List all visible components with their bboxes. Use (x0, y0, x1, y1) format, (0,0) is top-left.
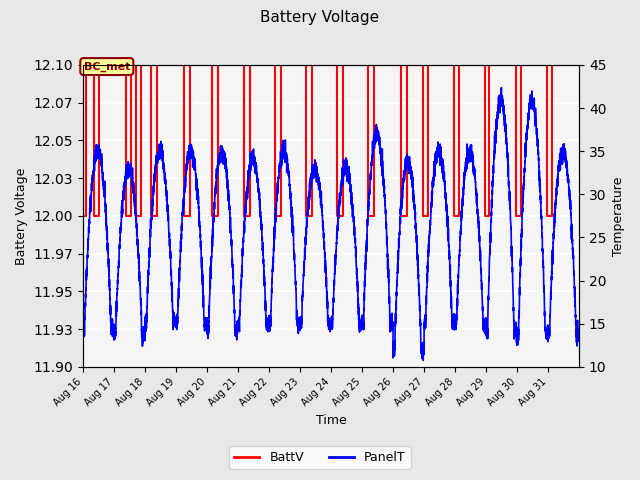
Text: BC_met: BC_met (84, 61, 130, 72)
X-axis label: Time: Time (316, 414, 346, 427)
Y-axis label: Battery Voltage: Battery Voltage (15, 167, 28, 264)
Text: Battery Voltage: Battery Voltage (260, 10, 380, 24)
Y-axis label: Temperature: Temperature (612, 176, 625, 255)
Legend: BattV, PanelT: BattV, PanelT (229, 446, 411, 469)
